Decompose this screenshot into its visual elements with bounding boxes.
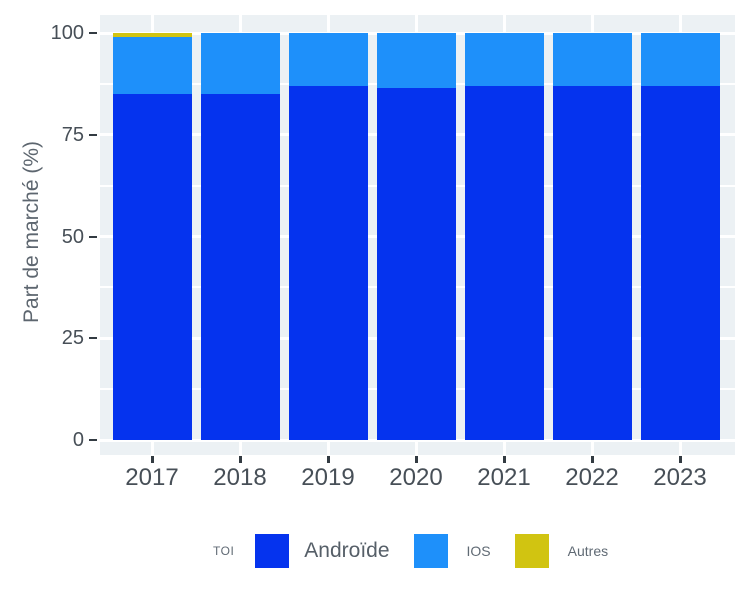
legend-swatch-autres: [514, 534, 549, 568]
legend-swatch-androi-de: [255, 534, 290, 568]
x-tick-mark-2018: [238, 456, 242, 463]
legend-item-autres: Autres: [514, 534, 609, 568]
y-tick-mark-0: [89, 439, 97, 441]
legend-label-androi-de: Androïde: [304, 539, 390, 562]
y-tick-label-25: 25: [61, 327, 84, 350]
bar-segment-2023-androi-de: [640, 85, 720, 440]
y-tick-mark-100: [89, 32, 97, 34]
y-tick-mark-25: [89, 337, 97, 340]
bar-segment-2017-autres: [112, 33, 192, 38]
bar-segment-2018-androi-de: [200, 94, 280, 440]
bar-segment-2019-ios: [288, 33, 368, 86]
bar-segment-2021-androi-de: [464, 85, 544, 440]
y-tick-label-50: 50: [61, 225, 84, 248]
x-tick-label-2021: 2021: [477, 464, 531, 491]
bar-segment-2017-androi-de: [112, 94, 192, 440]
y-tick-mark-75: [89, 133, 97, 136]
legend-item-ios: IOS: [413, 534, 491, 568]
legend-item-androi-de: Androïde: [255, 534, 390, 568]
x-tick-label-2017: 2017: [125, 464, 179, 491]
plot-panel: [100, 15, 735, 455]
y-tick-mark-50: [89, 235, 97, 238]
bar-segment-2022-androi-de: [552, 85, 632, 440]
y-tick-label-0: 0: [72, 429, 84, 451]
bar-segment-2017-ios: [112, 37, 192, 95]
bar-segment-2021-ios: [464, 33, 544, 86]
legend: TOI Androïde IOS Autres: [213, 534, 608, 568]
bar-segment-2022-ios: [552, 33, 632, 86]
x-tick-label-2022: 2022: [565, 464, 619, 491]
y-tick-label-100: 100: [50, 22, 84, 44]
gridline-y-0: [100, 438, 735, 442]
x-tick-mark-2023: [678, 456, 682, 463]
legend-label-autres: Autres: [567, 543, 609, 559]
x-tick-label-2018: 2018: [213, 464, 267, 491]
x-tick-mark-2021: [502, 456, 506, 463]
bar-segment-2023-ios: [640, 33, 720, 86]
x-tick-mark-2020: [414, 456, 418, 463]
x-tick-mark-2022: [590, 456, 594, 463]
legend-title: TOI: [213, 544, 235, 558]
bar-segment-2019-androi-de: [288, 85, 368, 440]
x-tick-mark-2019: [326, 456, 330, 463]
x-tick-label-2019: 2019: [301, 464, 355, 491]
legend-label-ios: IOS: [466, 543, 491, 559]
x-tick-label-2023: 2023: [653, 464, 707, 491]
legend-swatch-ios: [413, 534, 448, 568]
x-tick-label-2020: 2020: [389, 464, 443, 491]
bar-segment-2020-ios: [376, 33, 456, 88]
x-tick-mark-2017: [150, 456, 154, 463]
y-tick-label-75: 75: [61, 123, 84, 146]
bar-segment-2020-androi-de: [376, 87, 456, 440]
bar-segment-2018-ios: [200, 33, 280, 95]
